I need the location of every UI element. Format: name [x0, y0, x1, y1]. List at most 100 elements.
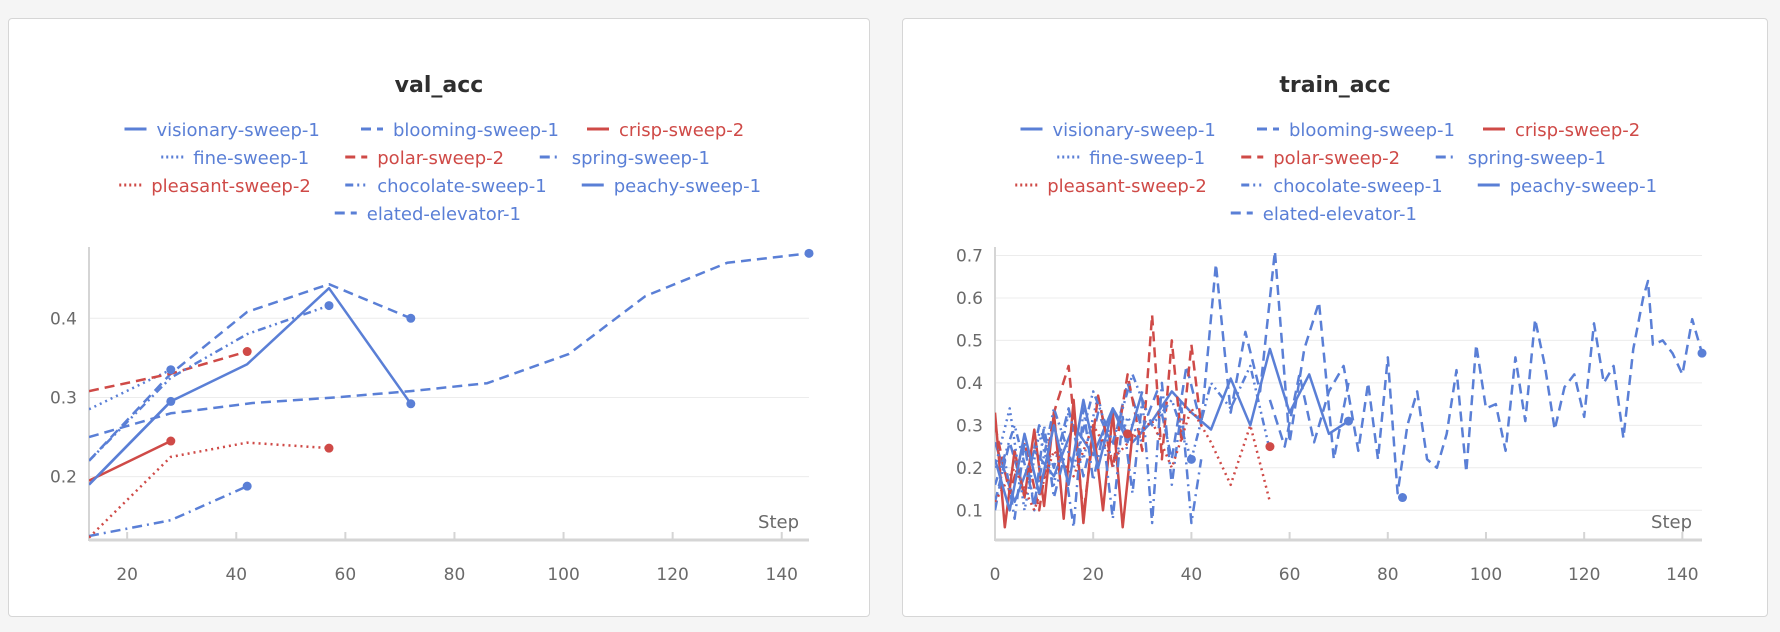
legend-label: peachy-sweep-1 — [614, 176, 761, 197]
legend-label: fine-sweep-1 — [193, 148, 309, 169]
legend-label: peachy-sweep-1 — [1510, 176, 1657, 197]
val-acc-panel: val_acc visionary-sweep-1 blooming-sweep-… — [8, 18, 870, 617]
legend-item-visionary-sweep-1[interactable]: visionary-sweep-1 — [124, 120, 320, 141]
x-tick-label: 80 — [1377, 565, 1399, 585]
legend-item-blooming-sweep-1[interactable]: blooming-sweep-1 — [1257, 120, 1455, 141]
x-tick-label: 60 — [1279, 565, 1301, 585]
legend-label: elated-elevator-1 — [367, 204, 521, 225]
x-tick-label: 40 — [1181, 565, 1203, 585]
legend-item-peachy-sweep-1[interactable]: peachy-sweep-1 — [581, 176, 761, 197]
endpoint-chocolate-sweep-1 — [324, 301, 334, 311]
legend-item-fine-sweep-1[interactable]: fine-sweep-1 — [161, 148, 309, 169]
legend-label: blooming-sweep-1 — [393, 120, 559, 141]
legend-item-pleasant-sweep-2[interactable]: pleasant-sweep-2 — [119, 176, 311, 197]
chart-title: val_acc — [394, 73, 484, 98]
x-tick-label: 80 — [444, 565, 466, 585]
x-tick-label: 140 — [766, 565, 798, 585]
series-group — [995, 249, 1704, 529]
legend-label: spring-sweep-1 — [1468, 148, 1606, 169]
series-line-elated-elevator-1 — [89, 252, 810, 439]
x-tick-label: 20 — [1082, 565, 1104, 585]
series-line-polar-sweep-2 — [995, 313, 1203, 516]
legend-item-crisp-sweep-2[interactable]: crisp-sweep-2 — [1483, 120, 1640, 141]
legend-label: polar-sweep-2 — [1273, 148, 1400, 169]
y-tick-label: 0.4 — [956, 374, 983, 394]
train-acc-chart: visionary-sweep-1 blooming-sweep-1 crisp-s… — [956, 120, 1707, 585]
endpoint-spring-sweep-1 — [242, 481, 252, 491]
x-axis-label: Step — [1651, 512, 1692, 533]
series-line-visionary-sweep-1 — [995, 347, 1350, 504]
legend-label: elated-elevator-1 — [1263, 204, 1417, 225]
series-line-spring-sweep-1 — [89, 485, 248, 538]
series-line-peachy-sweep-1 — [89, 400, 172, 486]
x-tick-label: 20 — [116, 565, 138, 585]
endpoint-fine-sweep-1 — [166, 365, 176, 375]
legend-item-spring-sweep-1[interactable]: spring-sweep-1 — [539, 148, 710, 169]
endpoint-pleasant-sweep-2 — [324, 443, 334, 453]
x-axis-label: Step — [758, 512, 799, 533]
legend-item-pleasant-sweep-2[interactable]: pleasant-sweep-2 — [1015, 176, 1207, 197]
y-tick-label: 0.2 — [956, 459, 983, 479]
series-line-spring-sweep-1 — [995, 381, 1203, 529]
legend-label: chocolate-sweep-1 — [1273, 176, 1443, 197]
legend-item-polar-sweep-2[interactable]: polar-sweep-2 — [345, 148, 504, 169]
y-tick-label: 0.2 — [50, 468, 77, 488]
x-tick-label: 100 — [547, 565, 579, 585]
legend-item-blooming-sweep-1[interactable]: blooming-sweep-1 — [361, 120, 559, 141]
y-tick-label: 0.6 — [956, 289, 983, 309]
y-tick-label: 0.5 — [956, 331, 983, 351]
y-tick-label: 0.3 — [956, 416, 983, 436]
endpoint-marker — [1344, 416, 1353, 426]
legend-item-crisp-sweep-2[interactable]: crisp-sweep-2 — [587, 120, 744, 141]
x-tick-label: 120 — [1568, 565, 1600, 585]
series-line-crisp-sweep-2 — [89, 439, 172, 482]
legend-label: blooming-sweep-1 — [1289, 120, 1455, 141]
y-tick-label: 0.1 — [956, 501, 983, 521]
x-tick-label: 0 — [990, 565, 1001, 585]
legend-item-elated-elevator-1[interactable]: elated-elevator-1 — [334, 204, 521, 225]
series-group — [89, 252, 810, 539]
series-line-blooming-sweep-1 — [995, 249, 1350, 503]
endpoint-peachy-sweep-1 — [166, 396, 176, 406]
legend-label: chocolate-sweep-1 — [377, 176, 547, 197]
endpoint-marker — [1697, 348, 1707, 358]
endpoint-crisp-sweep-2 — [166, 436, 176, 446]
x-tick-label: 140 — [1666, 565, 1698, 585]
endpoint-visionary-sweep-1 — [406, 399, 416, 409]
y-tick-label: 0.7 — [956, 246, 983, 266]
endpoint-blooming-sweep-1 — [406, 313, 416, 323]
legend-label: pleasant-sweep-2 — [151, 176, 311, 197]
legend-item-chocolate-sweep-1[interactable]: chocolate-sweep-1 — [345, 176, 547, 197]
series-line-blooming-sweep-1 — [89, 282, 412, 462]
legend-item-peachy-sweep-1[interactable]: peachy-sweep-1 — [1477, 176, 1657, 197]
legend-label: crisp-sweep-2 — [619, 120, 744, 141]
series-line-visionary-sweep-1 — [89, 286, 412, 486]
train-acc-panel: train_acc visionary-sweep-1 blooming-swee… — [902, 18, 1768, 617]
y-tick-label: 0.3 — [50, 388, 77, 408]
series-line-elated-elevator-1 — [1268, 279, 1704, 495]
legend-label: pleasant-sweep-2 — [1047, 176, 1207, 197]
endpoint-marker — [1265, 442, 1275, 452]
legend-item-spring-sweep-1[interactable]: spring-sweep-1 — [1435, 148, 1606, 169]
legend-item-fine-sweep-1[interactable]: fine-sweep-1 — [1057, 148, 1205, 169]
x-tick-label: 60 — [335, 565, 357, 585]
endpoint-elated-elevator-1 — [804, 248, 814, 258]
legend-item-elated-elevator-1[interactable]: elated-elevator-1 — [1230, 204, 1417, 225]
legend-label: visionary-sweep-1 — [1053, 120, 1216, 141]
chart-title: train_acc — [1279, 73, 1391, 98]
legend-label: visionary-sweep-1 — [157, 120, 320, 141]
x-tick-label: 40 — [225, 565, 247, 585]
series-line-peachy-sweep-1 — [995, 391, 1144, 512]
endpoint-polar-sweep-2 — [242, 347, 252, 357]
legend-label: spring-sweep-1 — [572, 148, 710, 169]
legend-item-visionary-sweep-1[interactable]: visionary-sweep-1 — [1020, 120, 1216, 141]
endpoint-marker — [1398, 493, 1408, 503]
x-tick-label: 120 — [656, 565, 688, 585]
legend-label: fine-sweep-1 — [1089, 148, 1205, 169]
legend-item-chocolate-sweep-1[interactable]: chocolate-sweep-1 — [1241, 176, 1443, 197]
endpoint-marker — [1186, 454, 1196, 464]
x-tick-label: 100 — [1470, 565, 1502, 585]
legend-label: crisp-sweep-2 — [1515, 120, 1640, 141]
series-line-pleasant-sweep-2 — [89, 441, 330, 539]
legend-item-polar-sweep-2[interactable]: polar-sweep-2 — [1241, 148, 1400, 169]
